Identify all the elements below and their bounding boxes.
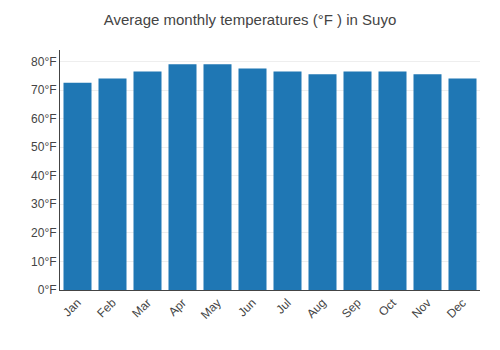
svg-text:Oct: Oct xyxy=(376,295,400,319)
svg-text:Feb: Feb xyxy=(94,296,119,321)
svg-text:50°F: 50°F xyxy=(31,140,56,154)
svg-text:80°F: 80°F xyxy=(31,55,56,69)
svg-text:20°F: 20°F xyxy=(31,226,56,240)
svg-text:0°F: 0°F xyxy=(38,283,57,297)
svg-text:Apr: Apr xyxy=(166,296,189,319)
svg-text:60°F: 60°F xyxy=(31,112,56,126)
svg-text:Average monthly temperatures (: Average monthly temperatures (°F ) in Su… xyxy=(104,11,397,28)
svg-text:Dec: Dec xyxy=(444,296,469,321)
svg-text:Sep: Sep xyxy=(339,296,364,321)
svg-text:Jul: Jul xyxy=(273,296,294,317)
svg-text:40°F: 40°F xyxy=(31,169,56,183)
svg-text:70°F: 70°F xyxy=(31,83,56,97)
svg-text:Aug: Aug xyxy=(304,296,329,321)
svg-text:May: May xyxy=(198,296,224,322)
svg-text:Jun: Jun xyxy=(235,296,259,320)
svg-text:Mar: Mar xyxy=(129,296,154,321)
svg-text:Nov: Nov xyxy=(409,296,434,321)
svg-text:30°F: 30°F xyxy=(31,197,56,211)
svg-text:Jan: Jan xyxy=(60,296,84,320)
svg-text:10°F: 10°F xyxy=(31,255,56,269)
